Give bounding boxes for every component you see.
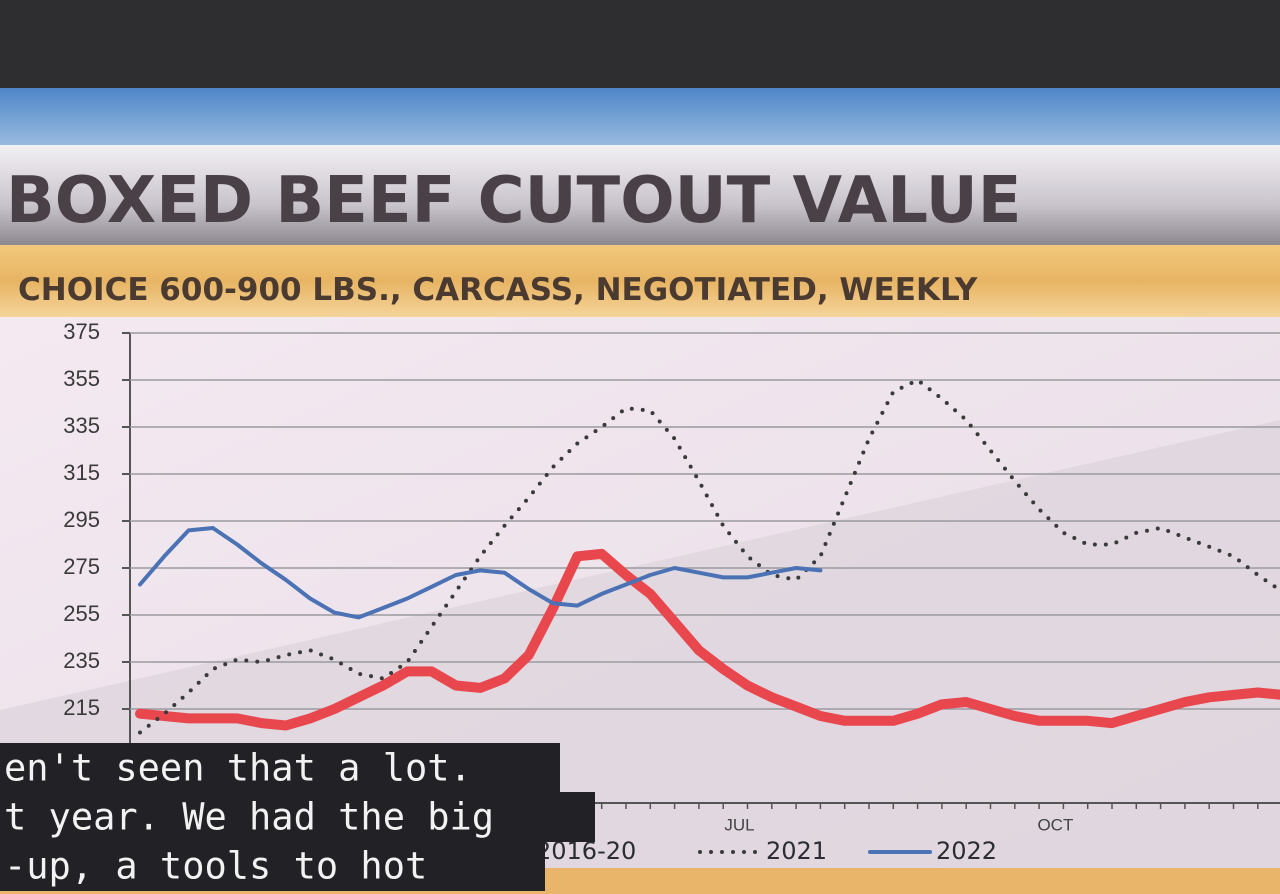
y-tick-label: 315 (63, 460, 100, 485)
y-tick-label: 355 (63, 366, 100, 391)
subtitle-band (0, 245, 1280, 317)
y-tick-label: 215 (63, 695, 100, 720)
caption-background (0, 792, 595, 842)
caption-line: t year. We had the big (4, 796, 494, 839)
chart-title: BOXED BEEF CUTOUT VALUE (6, 164, 1021, 238)
y-tick-label: 275 (63, 554, 100, 579)
caption-line: -up, a tools to hot (4, 845, 427, 888)
x-tick-label: OCT (1037, 815, 1073, 834)
series-line (138, 378, 1280, 735)
x-tick-label: JUL (724, 815, 754, 834)
title-band (0, 145, 1280, 245)
legend-label: 2022 (936, 837, 997, 865)
caption-box: en't seen that a lot. t year. We had the … (0, 743, 595, 891)
series-line (135, 548, 1280, 731)
y-tick-label: 295 (63, 507, 100, 532)
y-tick-label: 375 (63, 319, 100, 344)
caption-background (0, 743, 560, 793)
y-tick-label: 235 (63, 648, 100, 673)
caption-line: en't seen that a lot. (4, 747, 472, 790)
y-tick-label: 255 (63, 601, 100, 626)
series-line (138, 526, 823, 620)
chart-subtitle: CHOICE 600-900 LBS., CARCASS, NEGOTIATED… (18, 272, 978, 308)
bezel (0, 0, 1280, 90)
sky-band (0, 88, 1280, 148)
caption-background (0, 841, 545, 891)
y-tick-label: 335 (63, 413, 100, 438)
legend-label: 2021 (766, 837, 827, 865)
